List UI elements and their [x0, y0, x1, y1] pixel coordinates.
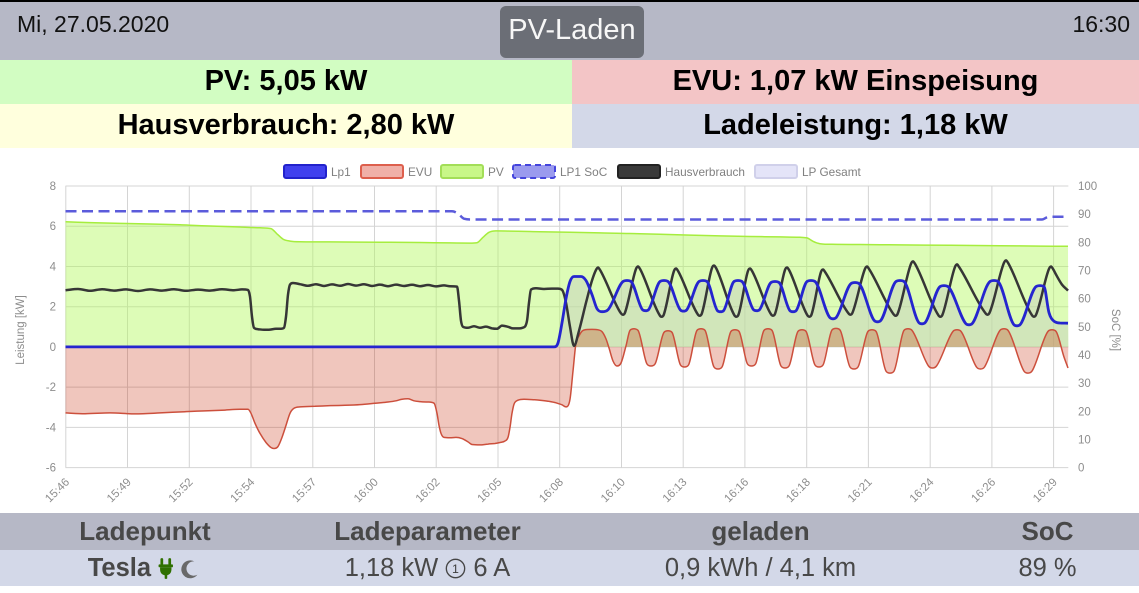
svg-text:100: 100: [1078, 181, 1097, 193]
svg-text:16:24: 16:24: [908, 476, 937, 505]
svg-text:SoC [%]: SoC [%]: [1109, 309, 1121, 351]
svg-text:16:21: 16:21: [846, 476, 875, 505]
svg-text:60: 60: [1078, 294, 1091, 306]
svg-text:15:52: 15:52: [167, 476, 196, 505]
svg-text:4: 4: [50, 262, 57, 274]
svg-text:-2: -2: [46, 382, 56, 394]
svg-text:0: 0: [1078, 463, 1084, 475]
svg-text:1: 1: [452, 562, 459, 576]
svg-text:PV: PV: [488, 165, 504, 179]
svg-text:15:54: 15:54: [229, 476, 258, 505]
svg-text:80: 80: [1078, 237, 1091, 249]
svg-text:16:26: 16:26: [969, 476, 998, 505]
svg-text:30: 30: [1078, 378, 1091, 390]
svg-text:15:49: 15:49: [105, 476, 134, 505]
svg-text:15:46: 15:46: [43, 476, 72, 505]
svg-text:Lp1: Lp1: [331, 165, 351, 179]
svg-text:16:18: 16:18: [784, 476, 813, 505]
svg-text:6: 6: [50, 221, 56, 233]
svg-text:-4: -4: [46, 422, 57, 434]
svg-text:16:16: 16:16: [722, 476, 751, 505]
svg-text:70: 70: [1078, 266, 1091, 278]
svg-text:8: 8: [50, 181, 56, 193]
svg-text:20: 20: [1078, 406, 1091, 418]
svg-text:16:00: 16:00: [352, 476, 381, 505]
svg-text:16:13: 16:13: [661, 476, 690, 505]
svg-text:0: 0: [50, 342, 56, 354]
svg-text:16:10: 16:10: [599, 476, 628, 505]
svg-text:-6: -6: [46, 463, 56, 475]
svg-text:16:05: 16:05: [476, 476, 505, 505]
svg-text:Hausverbrauch: Hausverbrauch: [665, 165, 745, 179]
svg-text:15:57: 15:57: [290, 476, 319, 505]
svg-text:16:29: 16:29: [1031, 476, 1060, 505]
svg-text:2: 2: [50, 302, 56, 314]
svg-text:LP Gesamt: LP Gesamt: [802, 165, 862, 179]
svg-text:90: 90: [1078, 209, 1091, 221]
svg-text:16:02: 16:02: [414, 476, 443, 505]
svg-text:EVU: EVU: [408, 165, 432, 179]
svg-text:LP1 SoC: LP1 SoC: [560, 165, 608, 179]
svg-text:40: 40: [1078, 350, 1091, 362]
svg-text:16:08: 16:08: [537, 476, 566, 505]
svg-text:50: 50: [1078, 322, 1091, 334]
svg-text:10: 10: [1078, 434, 1091, 446]
svg-text:Leistung [kW]: Leistung [kW]: [15, 295, 27, 365]
